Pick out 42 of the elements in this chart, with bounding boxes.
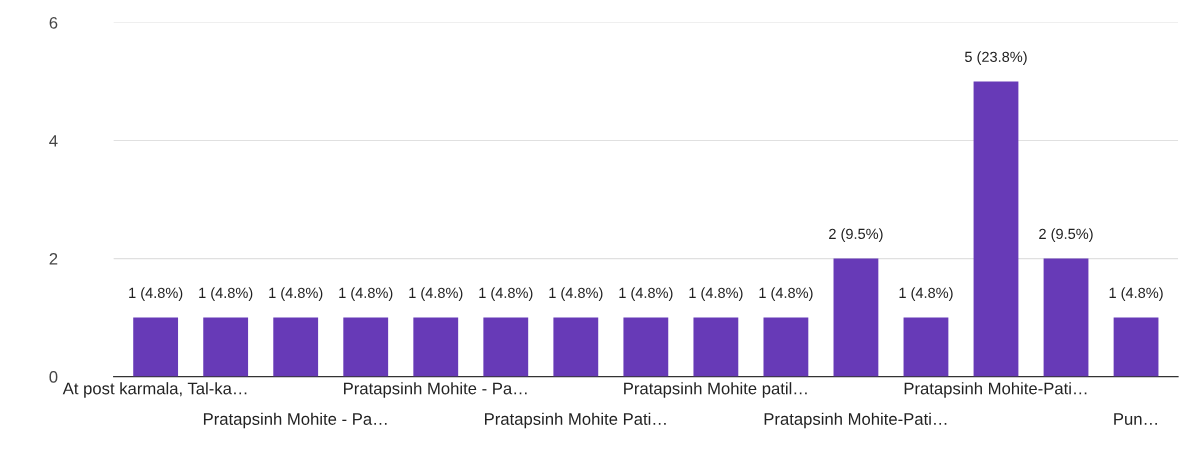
data-label: 1 (4.8%) <box>759 287 813 301</box>
data-label: 2 (9.5%) <box>1039 228 1093 242</box>
bar <box>903 317 949 377</box>
bar <box>203 317 249 377</box>
y-tick-label: 0 <box>49 370 58 383</box>
bar <box>553 317 599 377</box>
data-label: 1 (4.8%) <box>409 287 463 301</box>
bar <box>1113 317 1159 377</box>
bar <box>693 317 739 377</box>
y-tick-label: 4 <box>49 135 58 147</box>
data-label: 1 (4.8%) <box>899 287 953 301</box>
data-label: 1 (4.8%) <box>199 287 253 301</box>
bar <box>623 317 669 377</box>
x-tick-label: At post karmala, Tal-ka… <box>62 382 247 398</box>
x-tick-label: Pratapsinh Mohite-Pati… <box>904 382 1087 398</box>
data-label: 1 (4.8%) <box>339 287 393 301</box>
bar <box>483 317 529 377</box>
data-label: 1 (4.8%) <box>129 287 183 301</box>
bar <box>833 258 879 377</box>
x-tick-label: Pratapsinh Mohite-Pati… <box>764 412 947 429</box>
data-label: 1 (4.8%) <box>549 287 603 301</box>
y-tick-label: 6 <box>49 16 58 29</box>
data-label: 1 (4.8%) <box>1109 287 1163 301</box>
x-tick-label: Pratapsinh Mohite Pati… <box>485 412 666 429</box>
data-label: 2 (9.5%) <box>829 228 883 242</box>
bar <box>133 317 179 377</box>
x-tick-label: Pratapsinh Mohite - Pa… <box>344 382 527 398</box>
data-label: 1 (4.8%) <box>619 287 673 301</box>
x-tick-label: Pun… <box>1114 413 1157 425</box>
data-label: 1 (4.8%) <box>479 287 533 301</box>
bar <box>973 81 1019 377</box>
data-label: 1 (4.8%) <box>689 287 743 301</box>
y-tick-label: 2 <box>49 252 58 265</box>
bar <box>343 317 389 377</box>
bar <box>273 317 319 377</box>
data-label: 1 (4.8%) <box>269 287 323 301</box>
x-tick-label: Pratapsinh Mohite - Pa… <box>203 412 387 429</box>
bar <box>763 317 809 377</box>
data-label: 5 (23.8%) <box>964 51 1027 65</box>
x-tick-label: Pratapsinh Mohite patil… <box>624 382 807 398</box>
bar <box>1043 258 1089 377</box>
bar <box>413 317 459 377</box>
